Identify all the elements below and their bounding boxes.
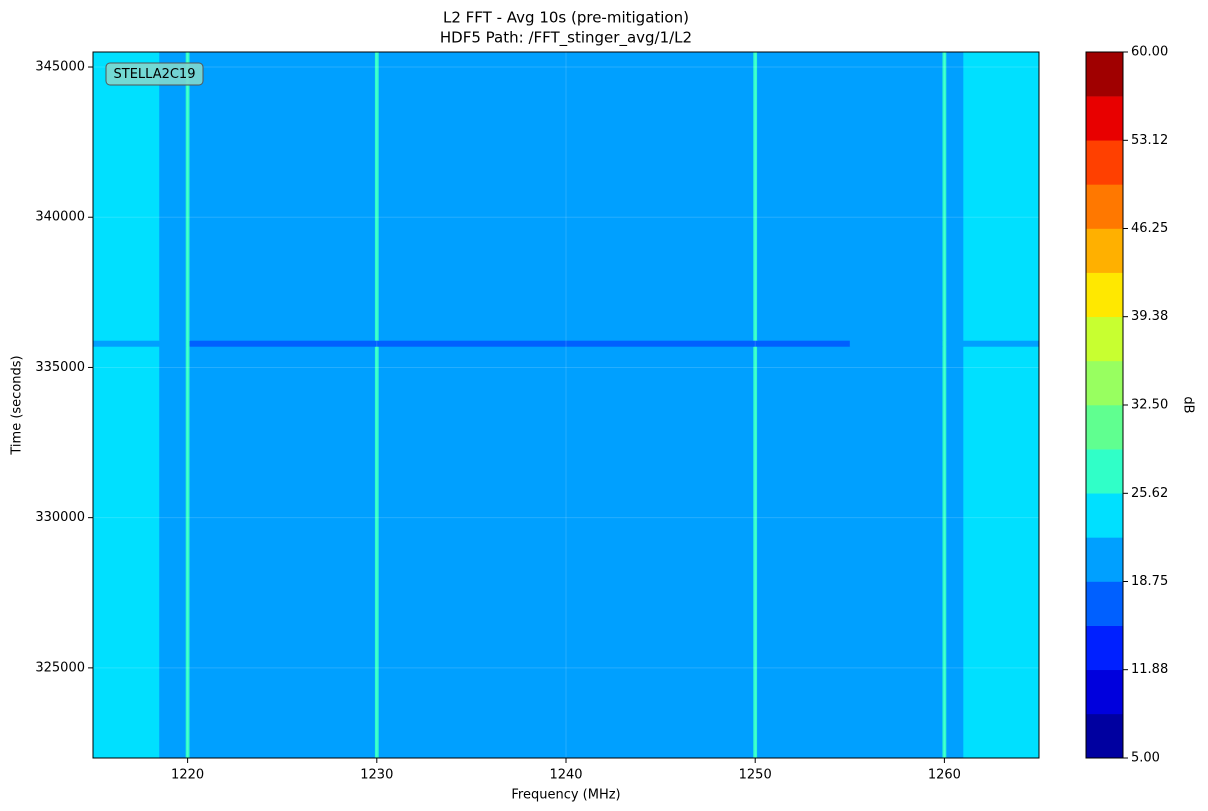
heatmap-cell (374, 346, 380, 759)
heatmap-cell (378, 346, 754, 759)
y-tick-label: 330000 (35, 510, 85, 525)
heatmap-cell (963, 346, 1040, 759)
heatmap-cell (942, 346, 947, 759)
colorbar-band (1086, 52, 1123, 97)
chart-title: L2 FFT - Avg 10s (pre-mitigation) (443, 9, 689, 27)
colorbar-band (1086, 537, 1123, 582)
x-tick-label: 1260 (928, 768, 961, 783)
x-tick-label: 1230 (360, 768, 393, 783)
heatmap-cell (185, 340, 190, 347)
heatmap-cell (849, 340, 944, 347)
y-tick-label: 325000 (35, 660, 85, 675)
heatmap-cell (185, 52, 190, 341)
heatmap-cell (849, 346, 944, 759)
annotation: STELLA2C19 (114, 67, 196, 82)
heatmap-cell (963, 340, 1040, 347)
heatmap-cell (849, 52, 944, 341)
colorbar-band (1086, 360, 1123, 406)
heatmap-cell (159, 346, 187, 759)
heatmap-cell (963, 52, 1040, 341)
heatmap-cell (757, 52, 851, 341)
colorbar-label: dB (1181, 396, 1196, 413)
x-axis-label: Frequency (MHz) (511, 788, 620, 803)
colorbar-tick-label: 11.88 (1131, 662, 1168, 677)
heatmap-cell (753, 340, 758, 347)
colorbar-tick-label: 25.62 (1131, 486, 1168, 501)
heatmap-cell (159, 340, 187, 347)
colorbar-band (1086, 228, 1123, 273)
heatmap-cell (753, 346, 758, 759)
colorbar-tick-label: 32.50 (1131, 398, 1168, 413)
y-tick-label: 340000 (35, 210, 85, 225)
colorbar-tick-label: 60.00 (1131, 45, 1168, 60)
colorbar-tick-label: 18.75 (1131, 574, 1168, 589)
heatmap-cell (185, 346, 190, 759)
heatmap-cell (946, 340, 964, 347)
heatmap-cell (189, 52, 376, 341)
x-tick-label: 1250 (739, 768, 772, 783)
colorbar-band (1086, 669, 1123, 715)
heatmap-cell (374, 340, 380, 347)
heatmap-cell (189, 346, 376, 759)
annotation-box (105, 62, 204, 86)
colorbar-band (1086, 625, 1123, 671)
colorbar-band (1086, 96, 1123, 141)
colorbar-tick-label: 39.38 (1131, 309, 1168, 324)
colorbar-band (1086, 713, 1123, 759)
heatmap-cell (942, 52, 947, 341)
heatmap-cell (93, 340, 160, 347)
heatmap-cell (757, 346, 851, 759)
colorbar-band (1086, 493, 1123, 538)
heatmap-cell (93, 52, 160, 341)
colorbar-tick-label: 53.12 (1131, 133, 1168, 148)
heatmap-cell (189, 340, 376, 347)
heatmap-cell (946, 52, 964, 341)
heatmap-cell (378, 52, 754, 341)
heatmap-cell (757, 340, 851, 347)
y-axis-label: Time (seconds) (10, 355, 25, 455)
colorbar-band (1086, 140, 1123, 185)
x-tick-label: 1220 (171, 768, 204, 783)
y-tick-label: 345000 (35, 60, 85, 75)
colorbar-tick-label: 5.00 (1131, 751, 1160, 766)
plot-frame (92, 51, 1040, 759)
colorbar-band (1086, 405, 1123, 450)
heatmap-cell (159, 52, 187, 341)
heatmap-cell (93, 346, 160, 759)
x-tick-label: 1240 (549, 768, 582, 783)
heatmap-cell (378, 340, 754, 347)
colorbar-band (1086, 184, 1123, 229)
colorbar-band (1086, 316, 1123, 362)
heatmap-cell (946, 346, 964, 759)
heatmap-cell (942, 340, 947, 347)
colorbar-band (1086, 272, 1123, 318)
y-tick-label: 335000 (35, 360, 85, 375)
heatmap-cell (374, 52, 380, 341)
heatmap-cell (753, 52, 758, 341)
colorbar-band (1086, 449, 1123, 494)
colorbar-band (1086, 581, 1123, 626)
colorbar-tick-label: 46.25 (1131, 221, 1168, 236)
chart-subtitle: HDF5 Path: /FFT_stinger_avg/1/L2 (440, 29, 692, 48)
